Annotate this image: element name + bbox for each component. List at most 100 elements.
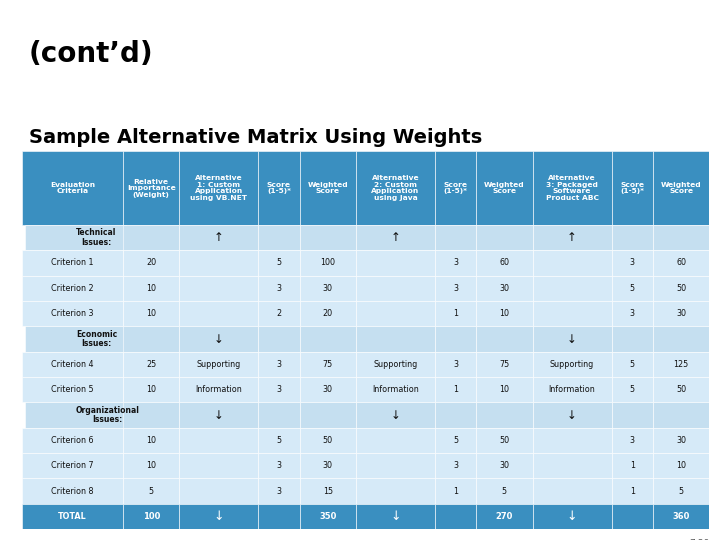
- Bar: [653, 504, 709, 529]
- Bar: [611, 478, 653, 504]
- Text: ↓: ↓: [567, 409, 577, 422]
- Bar: [476, 478, 533, 504]
- Text: 60: 60: [676, 259, 686, 267]
- Text: Supporting: Supporting: [374, 360, 418, 369]
- Text: 125: 125: [673, 360, 688, 369]
- Bar: [356, 326, 435, 352]
- Text: Organizational
Issues:: Organizational Issues:: [76, 406, 140, 424]
- Bar: [653, 478, 709, 504]
- Bar: [123, 478, 179, 504]
- Bar: [179, 402, 258, 428]
- Bar: [476, 352, 533, 377]
- Bar: [300, 377, 356, 402]
- Bar: [179, 225, 258, 250]
- Bar: [300, 275, 356, 301]
- Text: ↓: ↓: [214, 333, 224, 346]
- Bar: [123, 504, 179, 529]
- Bar: [653, 402, 709, 428]
- Text: 350: 350: [319, 512, 336, 521]
- Text: 30: 30: [500, 461, 510, 470]
- Bar: [179, 478, 258, 504]
- Text: Alternative
1: Custom
Application
using VB.NET: Alternative 1: Custom Application using …: [190, 176, 248, 201]
- Text: ↑: ↑: [214, 231, 224, 244]
- Bar: [123, 225, 179, 250]
- Bar: [123, 326, 179, 352]
- Text: ↑: ↑: [390, 231, 400, 244]
- Bar: [533, 225, 611, 250]
- Bar: [356, 377, 435, 402]
- Bar: [476, 504, 533, 529]
- Bar: [300, 453, 356, 478]
- Bar: [653, 151, 709, 225]
- Bar: [300, 225, 356, 250]
- Bar: [22, 377, 123, 402]
- Bar: [258, 453, 300, 478]
- Text: ↓: ↓: [567, 510, 577, 523]
- Bar: [435, 478, 476, 504]
- Bar: [435, 428, 476, 453]
- Bar: [179, 428, 258, 453]
- Bar: [356, 478, 435, 504]
- Bar: [435, 377, 476, 402]
- Text: 1: 1: [453, 487, 458, 496]
- Text: 10: 10: [676, 461, 686, 470]
- Text: 1: 1: [630, 487, 634, 496]
- Text: ↑: ↑: [567, 231, 577, 244]
- Text: 30: 30: [676, 436, 686, 445]
- Bar: [123, 453, 179, 478]
- Bar: [300, 250, 356, 275]
- Bar: [476, 225, 533, 250]
- Bar: [533, 301, 611, 326]
- Text: 30: 30: [676, 309, 686, 318]
- Bar: [300, 326, 356, 352]
- Bar: [653, 377, 709, 402]
- Text: Score
(1-5)*: Score (1-5)*: [444, 182, 467, 194]
- Bar: [435, 402, 476, 428]
- Bar: [653, 275, 709, 301]
- Text: 3: 3: [630, 309, 634, 318]
- Bar: [653, 352, 709, 377]
- Text: 75: 75: [323, 360, 333, 369]
- Bar: [25, 225, 127, 250]
- Text: 100: 100: [143, 512, 160, 521]
- Text: 5: 5: [629, 284, 635, 293]
- Bar: [653, 301, 709, 326]
- Text: 3: 3: [630, 436, 634, 445]
- Bar: [300, 504, 356, 529]
- Text: Information: Information: [196, 385, 242, 394]
- Text: 100: 100: [320, 259, 336, 267]
- Bar: [435, 326, 476, 352]
- Bar: [258, 151, 300, 225]
- Bar: [22, 428, 123, 453]
- Bar: [356, 428, 435, 453]
- Text: 30: 30: [323, 385, 333, 394]
- Bar: [258, 275, 300, 301]
- Text: 75: 75: [499, 360, 510, 369]
- Text: 2: 2: [276, 309, 282, 318]
- Bar: [123, 151, 179, 225]
- Bar: [300, 402, 356, 428]
- Bar: [476, 428, 533, 453]
- Text: ↓: ↓: [390, 510, 401, 523]
- Bar: [356, 151, 435, 225]
- Text: ↓: ↓: [567, 333, 577, 346]
- Text: ↓: ↓: [214, 409, 224, 422]
- Bar: [533, 151, 611, 225]
- Bar: [123, 275, 179, 301]
- Text: 30: 30: [323, 461, 333, 470]
- Text: Weighted
Score: Weighted Score: [307, 182, 348, 194]
- Bar: [611, 428, 653, 453]
- Text: 3: 3: [630, 259, 634, 267]
- Bar: [300, 151, 356, 225]
- Bar: [300, 352, 356, 377]
- Bar: [179, 301, 258, 326]
- Text: 30: 30: [500, 284, 510, 293]
- Text: 10: 10: [500, 309, 510, 318]
- Bar: [356, 402, 435, 428]
- Text: Score
(1-5)*: Score (1-5)*: [620, 182, 644, 194]
- Bar: [258, 250, 300, 275]
- Text: 5: 5: [276, 259, 282, 267]
- Text: Supporting: Supporting: [550, 360, 594, 369]
- Text: Criterion 1: Criterion 1: [51, 259, 94, 267]
- Bar: [476, 453, 533, 478]
